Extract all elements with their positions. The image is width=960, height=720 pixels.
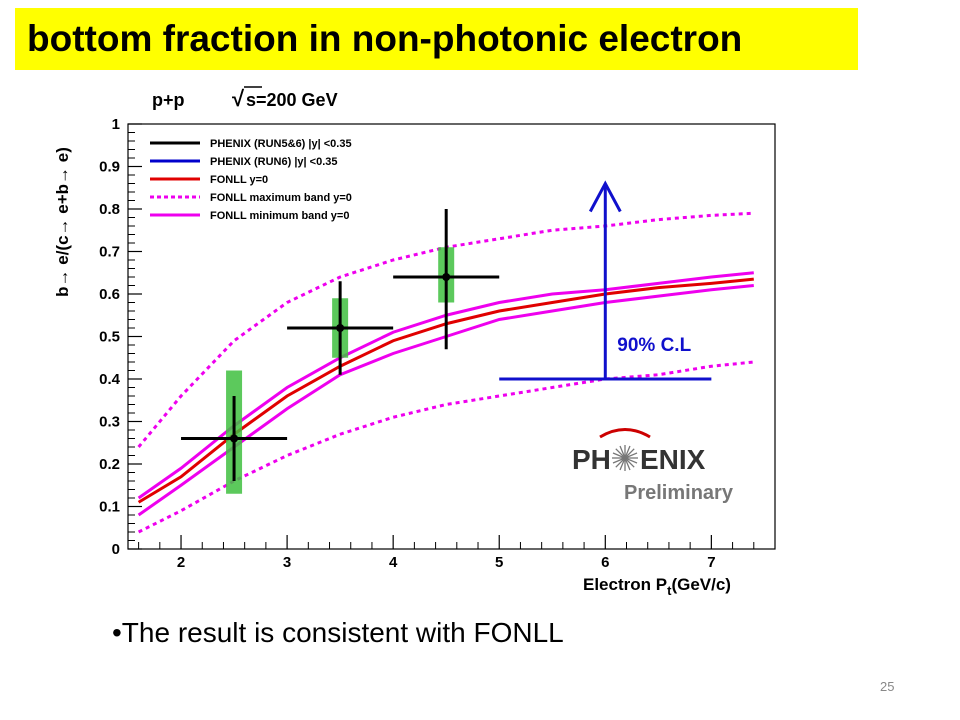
y-tick-label: 0.9 (99, 159, 120, 176)
slide-title: bottom fraction in non-photonic electron (27, 18, 743, 59)
y-tick-label: 0.6 (99, 286, 120, 303)
y-tick-label: 0.2 (99, 456, 120, 473)
preliminary-label: Preliminary (624, 482, 734, 504)
energy-label: s=200 GeV (246, 90, 338, 110)
x-tick-label: 4 (389, 554, 398, 571)
limit-arrow-head (588, 180, 622, 213)
x-tick-label: 7 (707, 554, 715, 571)
y-tick-label: 0.4 (99, 371, 121, 388)
data-point-1 (230, 434, 239, 443)
y-tick-label: 0.8 (99, 201, 120, 218)
y-tick-label: 0.5 (99, 329, 120, 346)
y-tick-label: 0 (112, 541, 120, 558)
x-axis-label: Electron Pt(GeV/c) (583, 575, 731, 598)
phenix-logo-arc (599, 428, 651, 439)
phenix-logo-right: ENIX (640, 444, 706, 475)
y-tick-label: 1 (112, 116, 120, 133)
y-axis-label: b→ e/(c→ e+b→ e) (53, 147, 72, 297)
legend-label-3: FONLL y=0 (210, 174, 268, 186)
y-tick-label: 0.3 (99, 414, 120, 431)
phenix-logo-left: PH (572, 444, 611, 475)
legend-label-4: FONLL maximum band y=0 (210, 192, 352, 204)
legend-label-2: PHENIX (RUN6) |y| <0.35 (210, 156, 338, 168)
x-tick-label: 6 (601, 554, 609, 571)
x-tick-label: 3 (283, 554, 291, 571)
phenix-logo-star (612, 445, 638, 471)
page-number: 25 (880, 679, 895, 694)
bullet-text: •The result is consistent with FONLL (112, 617, 564, 648)
title-bar: bottom fraction in non-photonic electron (15, 8, 858, 70)
chart-header: p+p (152, 90, 185, 110)
legend-label-5: FONLL minimum band y=0 (210, 210, 349, 222)
x-tick-label: 2 (177, 554, 185, 571)
sqrt-symbol: √ (232, 86, 245, 111)
y-tick-label: 0.7 (99, 244, 120, 261)
data-point-2 (336, 324, 345, 332)
y-tick-label: 0.1 (99, 499, 120, 516)
legend-label-1: PHENIX (RUN5&6) |y| <0.35 (210, 138, 352, 150)
data-point-3 (442, 273, 451, 281)
x-tick-label: 5 (495, 554, 503, 571)
limit-label: 90% C.L (617, 335, 691, 356)
